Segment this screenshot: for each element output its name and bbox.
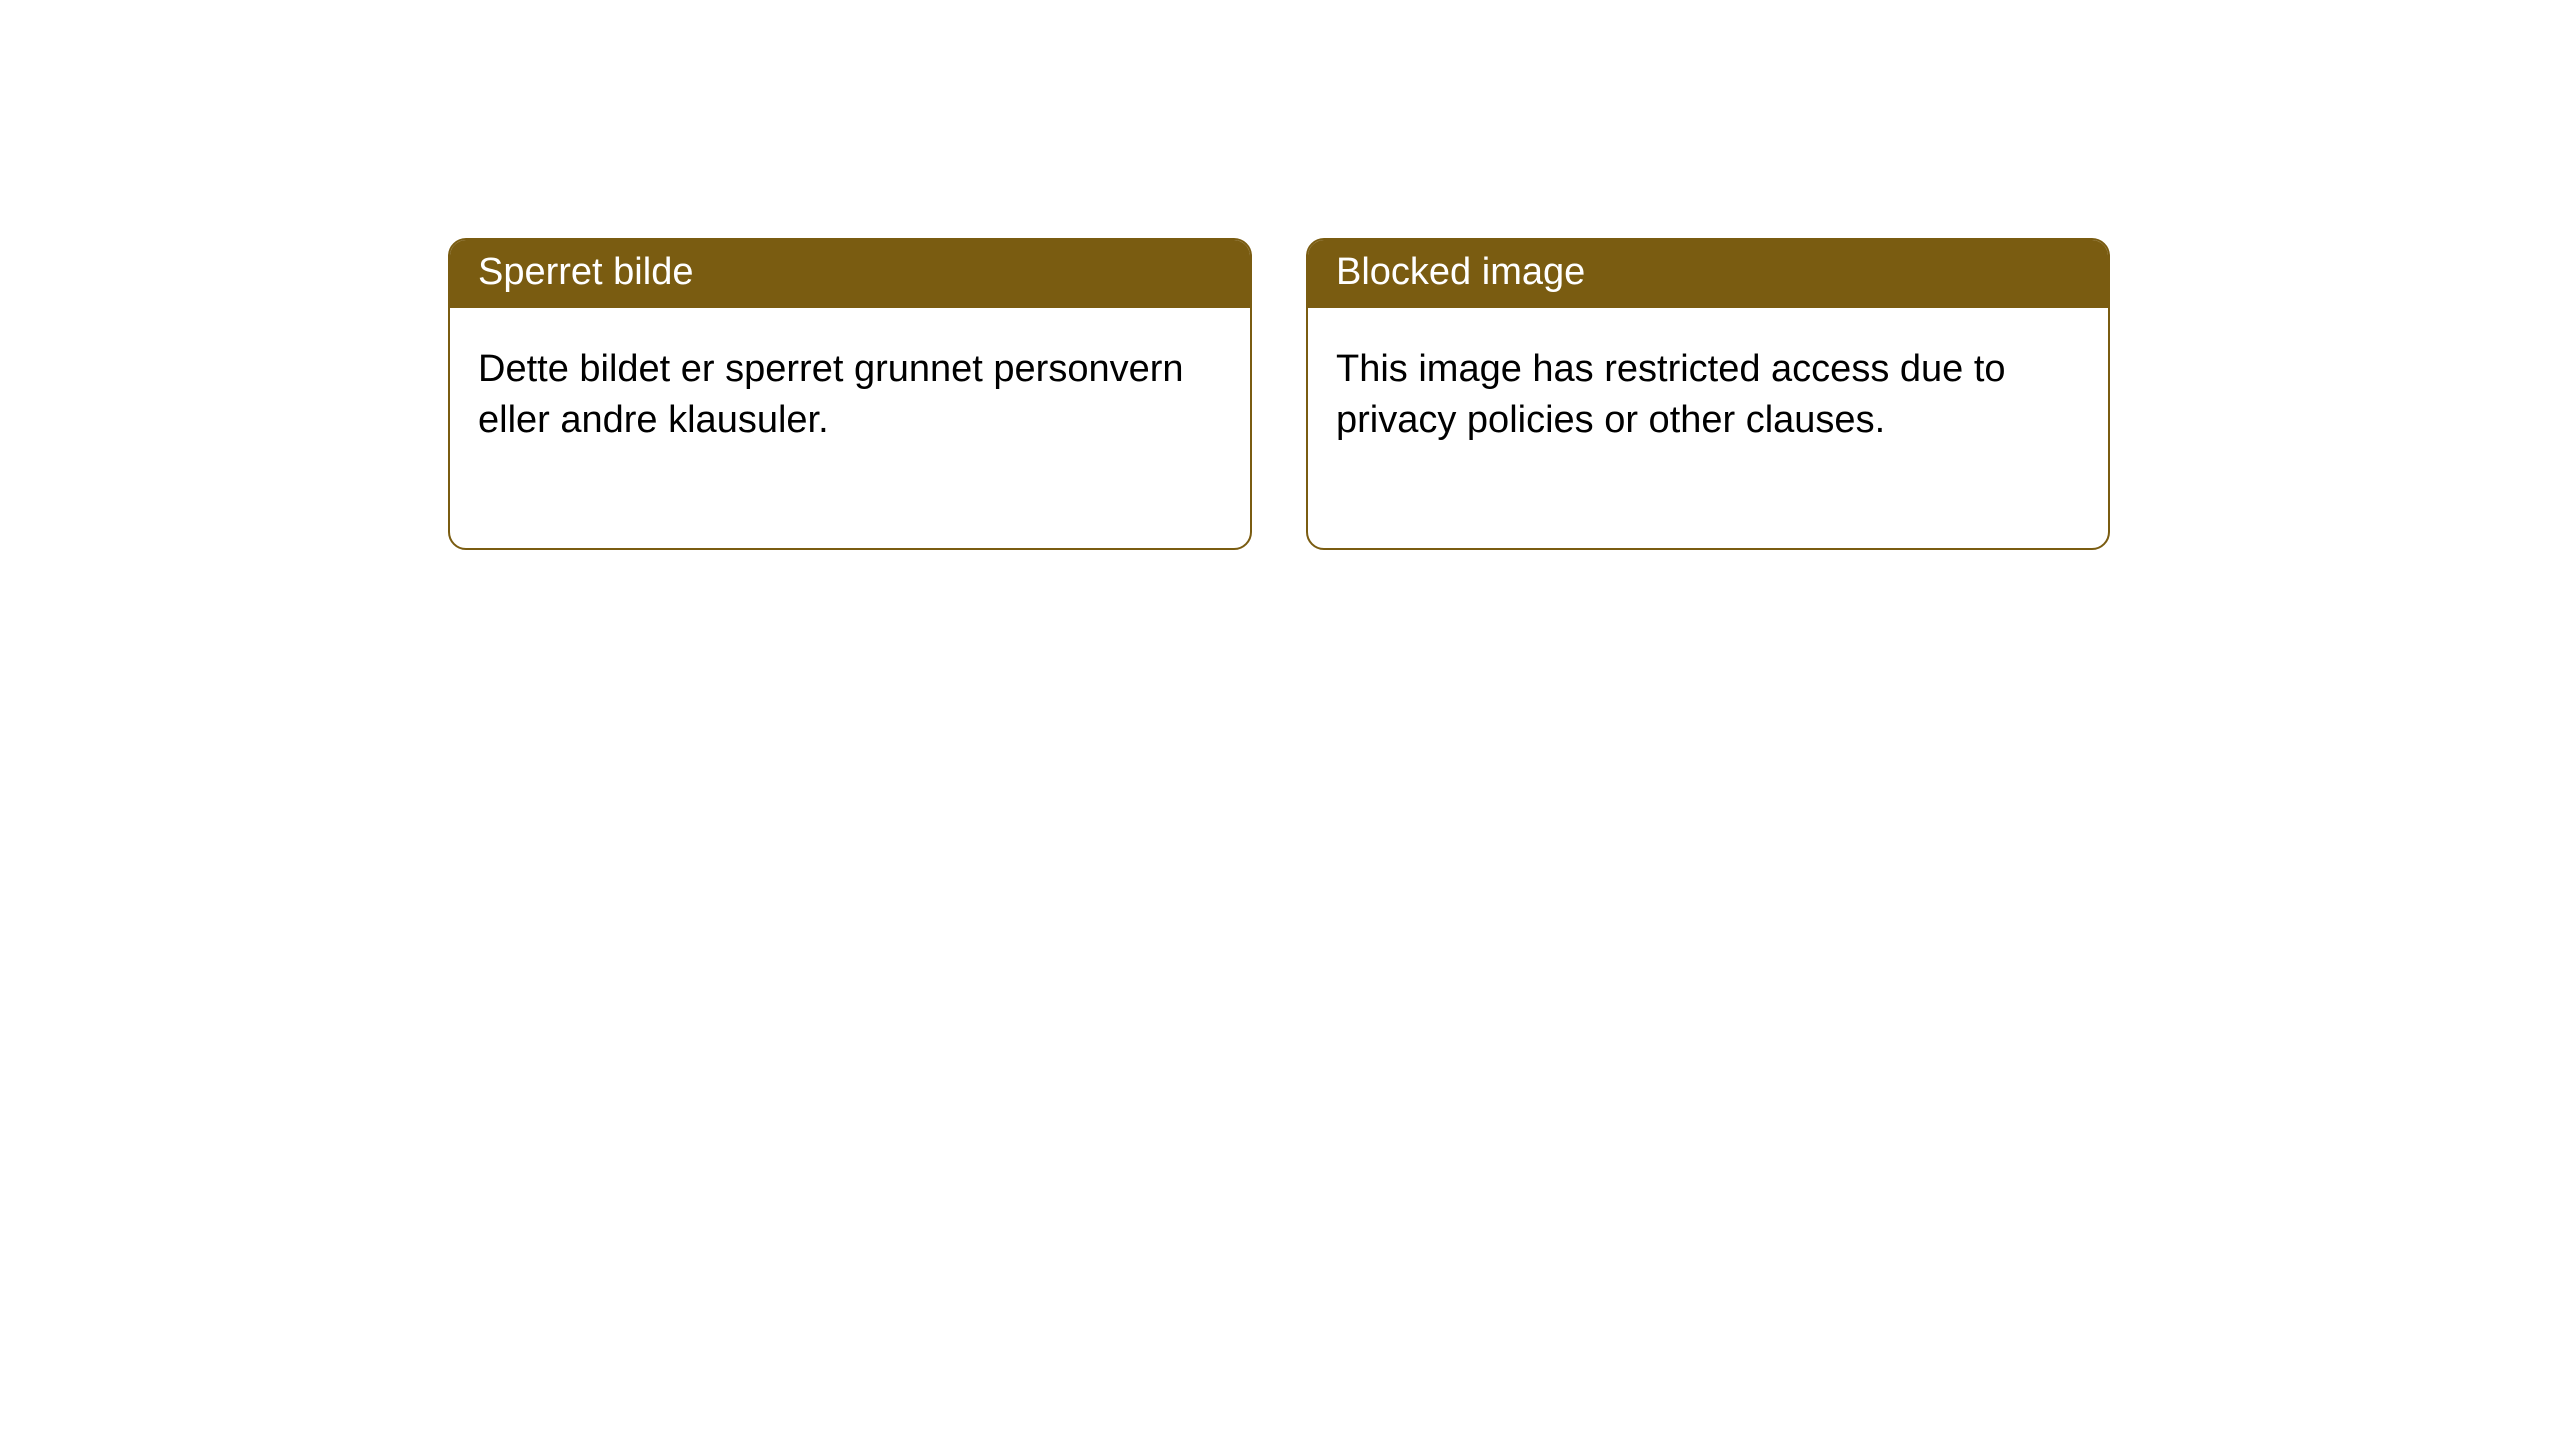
notice-title: Blocked image — [1308, 240, 2108, 308]
notice-body: Dette bildet er sperret grunnet personve… — [450, 308, 1250, 548]
notice-title: Sperret bilde — [450, 240, 1250, 308]
notice-container: Sperret bilde Dette bildet er sperret gr… — [0, 0, 2560, 550]
notice-card-norwegian: Sperret bilde Dette bildet er sperret gr… — [448, 238, 1252, 550]
notice-card-english: Blocked image This image has restricted … — [1306, 238, 2110, 550]
notice-body: This image has restricted access due to … — [1308, 308, 2108, 548]
